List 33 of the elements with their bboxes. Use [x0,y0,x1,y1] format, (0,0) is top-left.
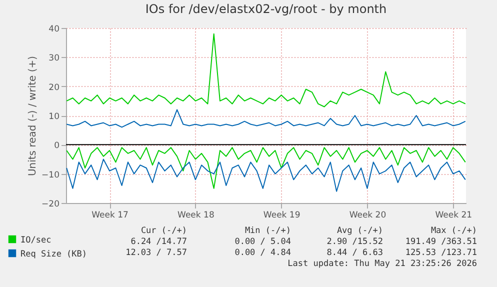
y-tick-label: 40 [48,24,60,34]
line-series [66,147,466,189]
x-tick-label: Week 17 [92,210,128,220]
y-tick-label: 30 [48,54,60,64]
y-axis-title: Units read (-) / write (+) [28,56,39,176]
text: 2.90 /15.52 [326,237,383,248]
text: 125.53 /123.71 [405,248,477,259]
text: Last update: Thu May 21 23:25:26 2026 [288,259,477,270]
y-tick-label: −10 [42,170,60,180]
text: 0.00 / 4.84 [234,248,291,259]
x-tick-label: Week 20 [349,210,386,220]
x-tick-label: Week 21 [435,210,472,220]
y-tick-label: 0 [54,141,60,152]
text: 12.03 / 7.57 [126,248,187,259]
text: Cur (-/+) [140,226,187,237]
text: 6.24 /14.77 [130,237,187,248]
line-series [66,109,466,128]
y-tick-label: 10 [48,112,60,122]
text: 191.49 /363.51 [405,237,477,248]
text: 0.00 / 5.04 [234,237,291,248]
text: 8.44 / 6.63 [326,248,383,259]
y-tick-label: 20 [48,82,60,93]
x-tick-label: Week 19 [263,210,300,220]
text: Min (-/+) [244,226,291,237]
text: Max (-/+) [430,226,477,237]
chart-title: IOs for /dev/elastx02-vg/root - by month [145,2,387,16]
text: Avg (-/+) [336,226,383,237]
line-series [66,158,466,192]
legend-label: IO/sec [20,235,52,246]
x-tick-label: Week 18 [178,210,214,220]
legend-label: Req Size (KB) [20,249,88,260]
y-tick-label: −20 [42,200,60,210]
line-series [66,33,466,108]
